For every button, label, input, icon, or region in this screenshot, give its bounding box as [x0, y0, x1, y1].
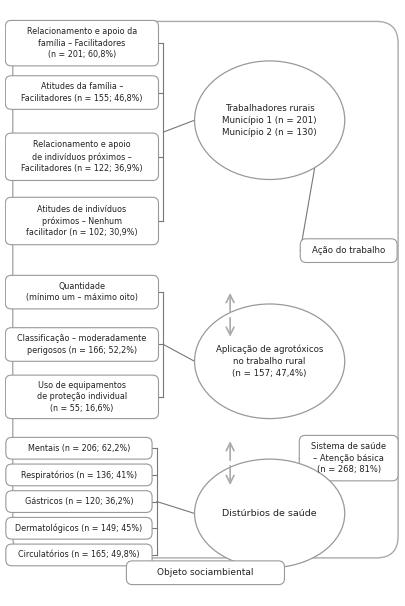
FancyBboxPatch shape: [5, 76, 158, 109]
Ellipse shape: [194, 61, 344, 179]
FancyBboxPatch shape: [5, 375, 158, 419]
Text: Classificação – moderadamente
perigosos (n = 166; 52,2%): Classificação – moderadamente perigosos …: [17, 335, 146, 355]
Text: Objeto sociambiental: Objeto sociambiental: [157, 568, 253, 578]
Text: Gástricos (n = 120; 36,2%): Gástricos (n = 120; 36,2%): [25, 497, 133, 506]
Text: Atitudes da família –
Facilitadores (n = 155; 46,8%): Atitudes da família – Facilitadores (n =…: [21, 82, 142, 103]
Ellipse shape: [194, 459, 344, 568]
FancyBboxPatch shape: [6, 438, 152, 459]
FancyBboxPatch shape: [5, 275, 158, 309]
FancyBboxPatch shape: [298, 435, 397, 481]
Text: Relacionamento e apoio da
família – Facilitadores
(n = 201; 60,8%): Relacionamento e apoio da família – Faci…: [27, 27, 137, 59]
Text: Trabalhadores rurais
Município 1 (n = 201)
Município 2 (n = 130): Trabalhadores rurais Município 1 (n = 20…: [222, 104, 316, 136]
Text: Circulatórios (n = 165; 49,8%): Circulatórios (n = 165; 49,8%): [18, 550, 139, 559]
FancyBboxPatch shape: [300, 239, 396, 262]
FancyBboxPatch shape: [5, 198, 158, 245]
FancyBboxPatch shape: [6, 464, 152, 486]
FancyBboxPatch shape: [5, 133, 158, 181]
Text: Uso de equipamentos
de proteção individual
(n = 55; 16,6%): Uso de equipamentos de proteção individu…: [37, 381, 127, 413]
FancyBboxPatch shape: [6, 491, 152, 513]
Text: Quantidade
(mínimo um – máximo oito): Quantidade (mínimo um – máximo oito): [26, 282, 138, 302]
Text: Dermatológicos (n = 149; 45%): Dermatológicos (n = 149; 45%): [15, 524, 142, 533]
Text: Mentais (n = 206; 62,2%): Mentais (n = 206; 62,2%): [28, 444, 130, 453]
Text: Atitudes de indivíduos
próximos – Nenhum
facilitador (n = 102; 30,9%): Atitudes de indivíduos próximos – Nenhum…: [26, 205, 137, 238]
Ellipse shape: [194, 304, 344, 419]
FancyBboxPatch shape: [6, 518, 152, 539]
Text: Respiratórios (n = 136; 41%): Respiratórios (n = 136; 41%): [21, 470, 136, 480]
Text: Sistema de saúde
– Atenção básica
(n = 268; 81%): Sistema de saúde – Atenção básica (n = 2…: [310, 442, 385, 474]
Text: Aplicação de agrotóxicos
no trabalho rural
(n = 157; 47,4%): Aplicação de agrotóxicos no trabalho rur…: [215, 345, 322, 378]
FancyBboxPatch shape: [5, 328, 158, 361]
FancyBboxPatch shape: [5, 21, 158, 66]
FancyBboxPatch shape: [6, 544, 152, 566]
Text: Distúrbios de saúde: Distúrbios de saúde: [222, 509, 316, 518]
FancyBboxPatch shape: [126, 561, 284, 585]
Text: Ação do trabalho: Ação do trabalho: [311, 246, 384, 255]
Text: Relacionamento e apoio
de indivíduos próximos –
Facilitadores (n = 122; 36,9%): Relacionamento e apoio de indivíduos pró…: [21, 141, 143, 173]
